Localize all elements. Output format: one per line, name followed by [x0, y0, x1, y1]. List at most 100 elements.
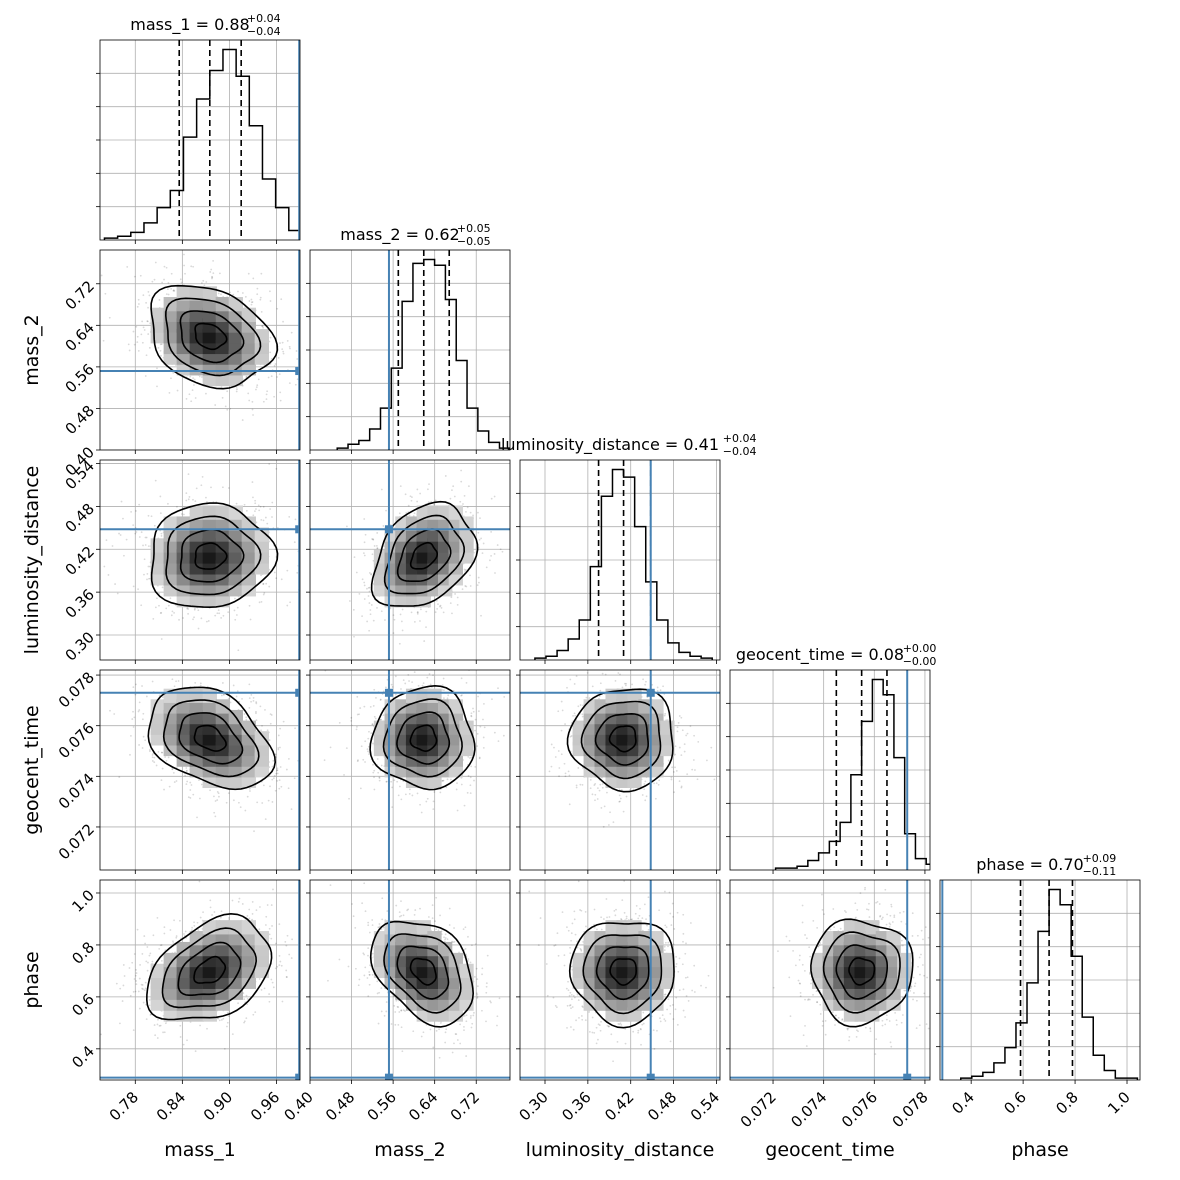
sample-point: [262, 326, 264, 329]
sample-point: [477, 576, 480, 579]
sample-point: [353, 635, 355, 638]
sample-point: [138, 744, 140, 746]
sample-point: [235, 390, 238, 393]
sample-point: [132, 726, 135, 728]
sample-point: [493, 553, 496, 555]
density-cell: [189, 538, 204, 553]
sample-point: [376, 758, 379, 760]
sample-point: [264, 708, 266, 711]
sample-point: [290, 808, 293, 811]
sample-point: [104, 292, 107, 295]
contour-level-1: [193, 724, 227, 752]
sample-point: [237, 290, 239, 293]
sample-point: [441, 684, 444, 687]
sample-point: [465, 510, 467, 513]
sample-point: [419, 492, 422, 495]
sample-point: [266, 729, 269, 732]
sample-point: [469, 585, 472, 587]
sample-point: [432, 674, 434, 676]
sample-point: [437, 603, 439, 606]
sample-point: [172, 771, 175, 774]
sample-point: [135, 325, 138, 328]
sample-point: [170, 272, 173, 275]
panel-frame: [99, 459, 301, 661]
sample-point: [177, 680, 180, 682]
sample-point: [147, 333, 150, 335]
sample-point: [285, 768, 288, 771]
sample-point: [259, 505, 262, 508]
sample-point: [275, 467, 278, 470]
sample-point: [205, 392, 207, 395]
sample-point: [147, 306, 149, 309]
sample-point: [265, 398, 268, 401]
sample-point: [260, 574, 262, 577]
sample-point: [107, 574, 110, 576]
panel-mass_2-vs-mass_2: mass_2 = 0.62+0.05−0.05: [306, 222, 511, 454]
sample-point: [372, 742, 374, 745]
sample-point: [241, 419, 244, 421]
sample-point: [372, 771, 375, 774]
sample-point: [454, 593, 456, 595]
sample-point: [476, 745, 479, 747]
sample-point: [232, 684, 235, 687]
sample-point: [249, 790, 251, 792]
density-cell: [176, 538, 191, 553]
contour-level-1: [194, 322, 228, 351]
sample-point: [380, 488, 383, 491]
sample-point: [282, 350, 285, 353]
sample-point: [371, 553, 374, 556]
density-cell: [189, 286, 204, 301]
sample-point: [161, 751, 164, 754]
density-cell: [241, 720, 256, 735]
density-cell: [254, 329, 269, 344]
y-tick-label: 0.42: [62, 543, 98, 579]
sample-point: [482, 718, 484, 721]
sample-point: [296, 358, 299, 360]
sample-point: [133, 716, 136, 719]
sample-point: [279, 766, 282, 768]
sample-point: [469, 784, 472, 787]
sample-point: [241, 292, 244, 294]
sample-point: [280, 298, 283, 301]
sample-point: [258, 509, 261, 512]
sample-point: [199, 684, 202, 687]
sample-point: [465, 585, 468, 588]
sample-point: [140, 333, 143, 336]
sample-point: [493, 731, 496, 734]
sample-point: [352, 608, 355, 611]
sample-point: [256, 801, 259, 804]
sample-point: [450, 596, 453, 599]
sample-point: [248, 697, 251, 700]
sample-point: [143, 329, 146, 331]
sample-point: [193, 608, 196, 611]
sample-point: [137, 350, 140, 352]
sample-point: [490, 497, 493, 500]
sample-point: [400, 688, 402, 690]
sample-point: [389, 607, 392, 610]
sample-point: [188, 496, 191, 498]
sample-point: [145, 695, 148, 698]
sample-point: [151, 760, 154, 762]
sample-point: [142, 294, 145, 297]
sample-point: [306, 531, 308, 533]
sample-point: [396, 780, 399, 783]
sample-point: [265, 393, 268, 396]
sample-point: [183, 253, 185, 256]
sample-point: [175, 780, 178, 782]
sample-point: [261, 802, 264, 804]
sample-point: [336, 793, 338, 795]
sample-point: [142, 326, 145, 329]
sample-point: [268, 585, 271, 588]
sample-point: [464, 568, 467, 571]
sample-point: [147, 565, 150, 568]
sample-point: [211, 275, 213, 278]
sample-point: [159, 349, 162, 352]
sample-point: [217, 609, 220, 612]
sample-point: [376, 532, 379, 534]
sample-point: [264, 516, 267, 519]
sample-point: [479, 725, 482, 728]
sample-point: [456, 809, 459, 812]
sample-point: [478, 757, 481, 760]
sample-point: [363, 554, 366, 557]
sample-point: [355, 728, 358, 731]
